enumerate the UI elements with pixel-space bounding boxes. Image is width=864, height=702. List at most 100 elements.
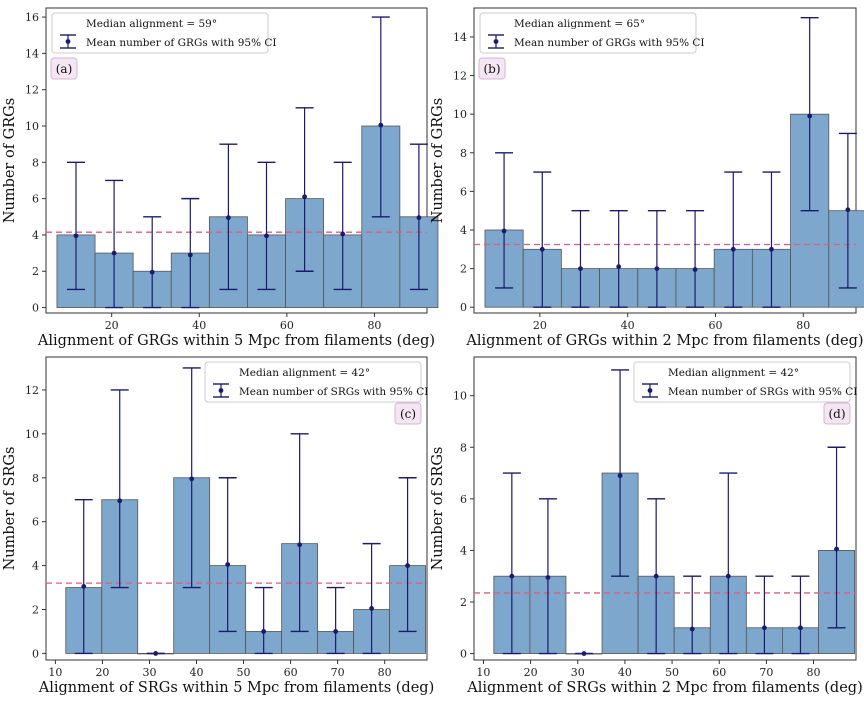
- mean-point: [578, 266, 583, 272]
- y-tick-label: 10: [25, 120, 39, 133]
- mean-point: [261, 629, 267, 634]
- x-tick-label: 70: [331, 666, 345, 679]
- legend-box: [51, 12, 269, 54]
- plot-frame: [45, 356, 428, 661]
- x-tick-label: 40: [192, 319, 206, 332]
- mean-point: [761, 625, 767, 631]
- legend: Median alignment = 42° Mean number of SRG…: [204, 361, 428, 403]
- errorbar: [575, 651, 594, 656]
- mean-point: [302, 194, 307, 200]
- y-tick-label: 14: [453, 31, 467, 44]
- x-tick-label: 80: [796, 319, 810, 332]
- legend-mean-point: [493, 39, 499, 44]
- mean-point: [689, 626, 695, 632]
- y-tick-label: 10: [25, 428, 39, 441]
- mean-point: [798, 625, 803, 631]
- y-tick-label: 12: [25, 384, 39, 397]
- panel-label-box: [823, 402, 851, 425]
- x-tick-label: 60: [708, 319, 722, 332]
- y-tick-label: 4: [32, 229, 39, 242]
- mean-point: [81, 584, 87, 589]
- mean-point: [617, 473, 623, 479]
- y-axis-label: Number of SRGs: [2, 447, 18, 571]
- mean-point: [692, 267, 698, 272]
- mean-point: [333, 629, 339, 634]
- errorbar: [647, 209, 666, 308]
- errorbar: [295, 107, 314, 272]
- x-tick-label: 40: [190, 666, 204, 679]
- errorbar: [495, 152, 514, 289]
- legend-median-text: Median alignment = 59°: [86, 18, 217, 30]
- legend-median-text: Median alignment = 42°: [239, 367, 370, 379]
- mean-point: [153, 651, 159, 656]
- errorbar: [181, 197, 200, 309]
- mean-point: [807, 113, 813, 119]
- mean-point: [187, 252, 193, 258]
- x-tick-label: 30: [571, 666, 585, 679]
- mean-point: [117, 498, 123, 504]
- mean-point: [769, 246, 774, 252]
- panel-label-box: [50, 57, 78, 80]
- y-tick-label: 0: [32, 302, 39, 315]
- mean-point: [725, 573, 731, 579]
- y-tick-label: 12: [453, 70, 467, 83]
- legend: Median alignment = 65° Mean number of GRG…: [479, 12, 705, 54]
- y-tick-label: 4: [32, 560, 39, 573]
- x-tick-label: 60: [284, 666, 298, 679]
- legend-mean-text: Mean number of GRGs with 95% CI: [514, 37, 705, 49]
- mean-point: [264, 233, 269, 239]
- x-tick-label: 60: [280, 319, 294, 332]
- x-tick-label: 30: [142, 666, 156, 679]
- y-tick-label: 14: [25, 47, 39, 60]
- errorbar: [219, 143, 238, 291]
- mean-point: [616, 264, 622, 270]
- errorbar: [66, 161, 85, 291]
- mean-point: [834, 546, 839, 552]
- errorbar: [502, 472, 521, 655]
- errorbar: [371, 16, 390, 218]
- errorbar: [647, 498, 666, 655]
- x-tick-label: 20: [105, 319, 119, 332]
- errorbar: [611, 369, 630, 577]
- plot-frame: [45, 7, 428, 314]
- legend-mean-text: Mean number of SRGs with 95% CI: [668, 386, 857, 398]
- mean-point: [501, 228, 507, 234]
- x-tick-label: 80: [367, 319, 381, 332]
- errorbar: [257, 161, 276, 291]
- mean-point: [581, 651, 587, 656]
- y-tick-label: 6: [32, 193, 39, 206]
- errorbar: [686, 209, 705, 308]
- x-tick-label: 80: [807, 666, 821, 679]
- y-tick-label: 2: [32, 604, 39, 617]
- x-tick-label: 50: [665, 666, 679, 679]
- legend-median-text: Median alignment = 42°: [668, 367, 799, 379]
- y-tick-label: 8: [32, 156, 39, 169]
- y-tick-label: 6: [460, 493, 467, 506]
- panel-label-box: [478, 57, 506, 80]
- y-tick-label: 10: [453, 390, 467, 403]
- legend-mean-text: Mean number of GRGs with 95% CI: [86, 37, 277, 49]
- y-axis-label: Number of GRGs: [2, 98, 18, 223]
- errorbar: [827, 446, 846, 629]
- mean-point: [340, 231, 346, 237]
- panel-label: (d): [828, 407, 845, 421]
- y-tick-label: 4: [460, 224, 467, 237]
- y-tick-label: 2: [460, 263, 467, 276]
- y-tick-label: 16: [25, 11, 39, 24]
- errorbar: [362, 542, 381, 655]
- legend-box: [479, 12, 697, 54]
- panel-label: (a): [56, 62, 73, 76]
- panel-label: (c): [400, 407, 416, 421]
- errorbar: [254, 586, 273, 655]
- errorbar: [755, 575, 774, 655]
- errorbar: [800, 16, 819, 212]
- y-tick-label: 6: [460, 185, 467, 198]
- errorbar: [143, 216, 162, 309]
- errorbar: [609, 209, 628, 308]
- errorbar: [409, 143, 428, 291]
- errorbar: [74, 499, 93, 655]
- y-tick-label: 4: [460, 544, 467, 557]
